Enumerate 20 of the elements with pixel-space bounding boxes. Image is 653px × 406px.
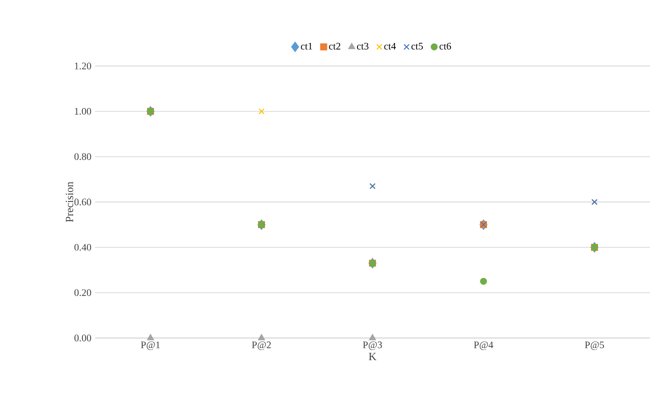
x-tick-label: P@5 [584,342,604,350]
legend-label: ct3 [357,42,368,50]
y-axis-title: Precision [66,182,74,222]
legend-label: ct2 [329,42,340,50]
y-tick-label: 1.00 [74,108,92,115]
y-tick-label: 0.20 [74,289,92,296]
y-tick-label: 0.60 [74,198,92,206]
y-tick-label: 0.40 [74,244,92,251]
x-axis-title: K [368,352,376,360]
y-tick-label: 0.00 [74,334,92,342]
x-tick-label: P@3 [362,342,382,350]
legend-label: ct4 [384,42,396,50]
x-tick-label: P@4 [474,342,494,350]
legend-label: ct6 [440,42,452,50]
legend-label: ct1 [300,42,312,50]
legend-label: ct5 [411,42,423,50]
y-tick-label: 1.20 [74,62,92,70]
y-tick-label: 0.80 [74,153,92,160]
x-tick-label: P@1 [140,342,160,350]
x-tick-label: P@2 [252,342,271,350]
